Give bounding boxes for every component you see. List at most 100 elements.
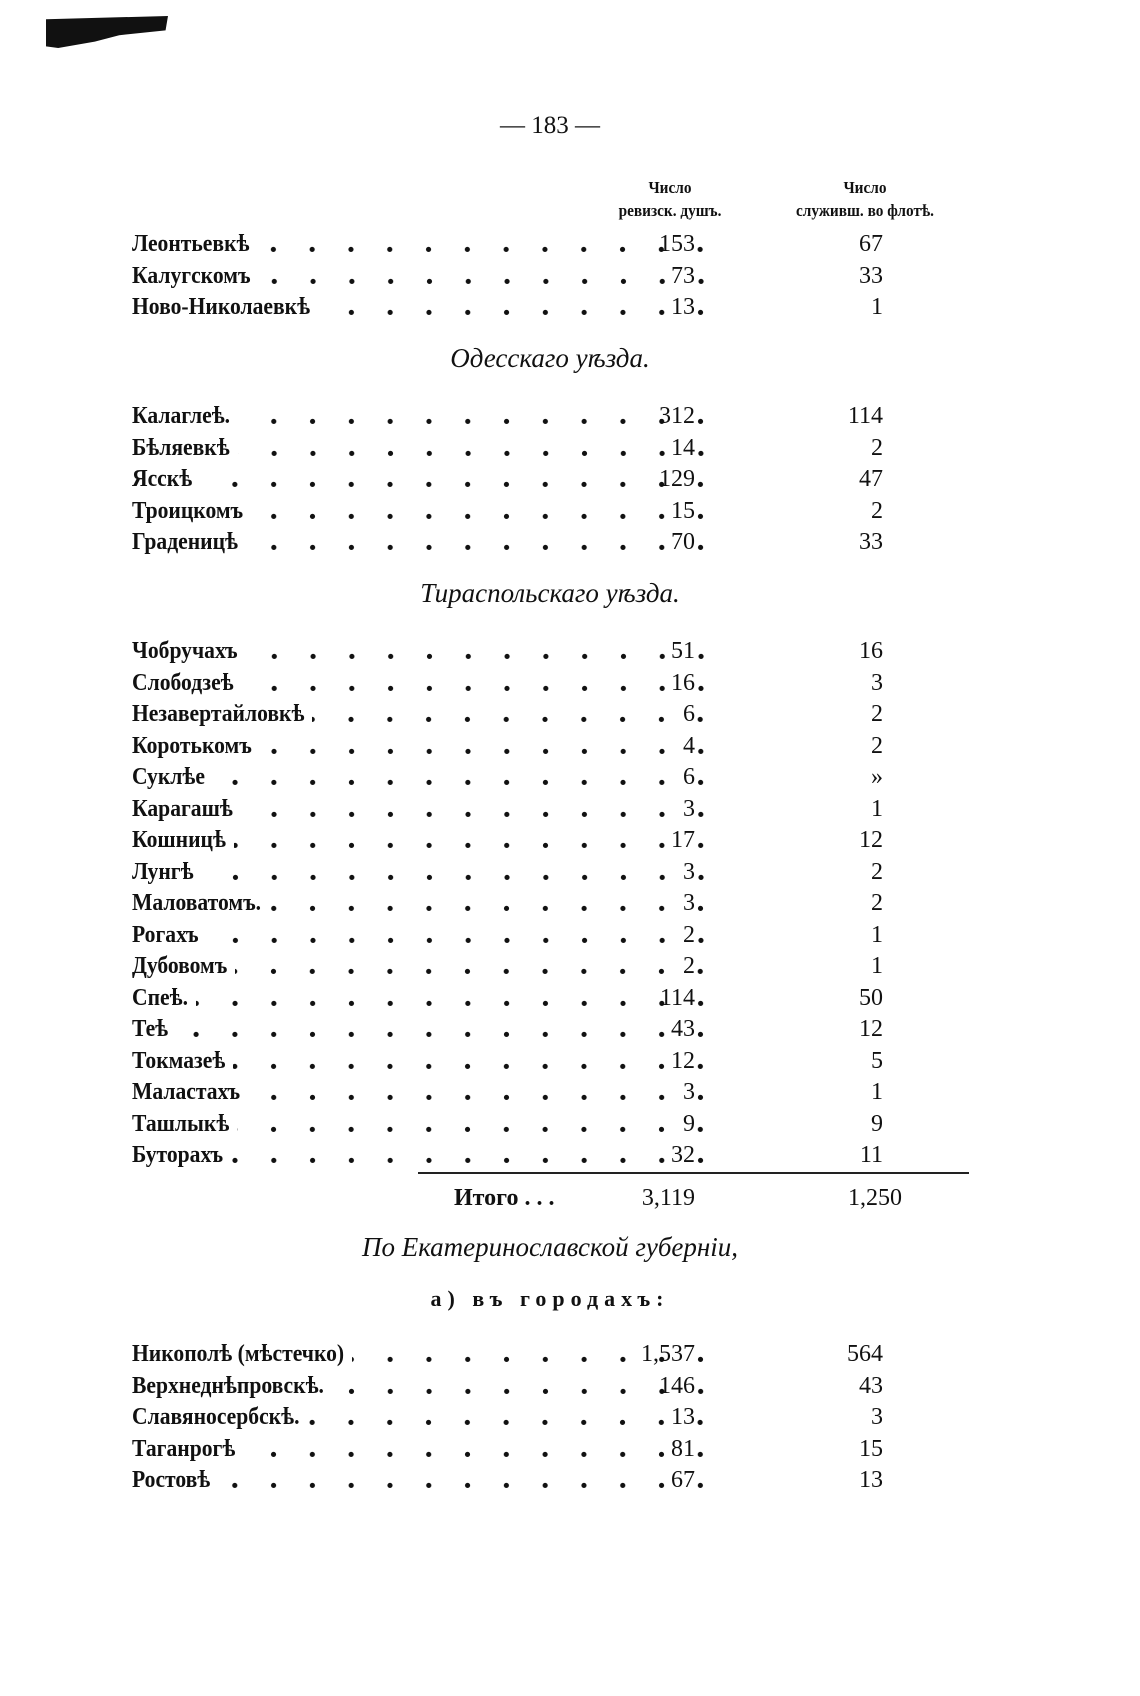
navy-value: 1 <box>871 953 883 979</box>
place-name: Троицкомъ <box>132 497 244 524</box>
place-name: Дубовомъ <box>132 953 228 979</box>
souls-value: 3 <box>683 795 695 822</box>
dot-leader <box>240 793 720 824</box>
dot-leader <box>237 432 720 463</box>
souls-value: 6 <box>683 764 695 790</box>
table-row: Незавертайловкѣ 6 2 <box>132 699 892 729</box>
dot-leader <box>248 1077 720 1107</box>
place-name: Маловатомъ. <box>132 890 262 916</box>
navy-value: 2 <box>871 732 883 759</box>
navy-value: 1 <box>871 921 883 948</box>
place-name: Славяносербскѣ. <box>132 1404 300 1430</box>
place-name: Теѣ <box>132 1016 169 1042</box>
navy-value: 33 <box>859 529 883 555</box>
table-row: Таганрогѣ 81 15 <box>132 1433 892 1464</box>
navy-value: 67 <box>859 231 883 257</box>
navy-value: » <box>871 764 883 790</box>
place-name: Верхнеднѣпровскѣ. <box>132 1372 324 1399</box>
place-name: Маластахъ <box>132 1079 241 1105</box>
place-name: Ташлыкѣ <box>132 1110 230 1137</box>
souls-value: 1,537 <box>641 1341 695 1367</box>
souls-value: 2 <box>683 921 695 948</box>
dot-leader <box>237 1108 720 1139</box>
souls-value: 3 <box>683 1079 695 1105</box>
place-name: Рогахъ <box>132 921 199 948</box>
place-name: Незавертайловкѣ <box>132 701 305 727</box>
dot-leader <box>235 951 720 981</box>
dot-leader <box>176 1014 720 1044</box>
navy-value: 16 <box>859 638 883 664</box>
total-row: Итого . . . 3,119 1,250 <box>132 1183 902 1213</box>
navy-value: 13 <box>859 1467 883 1493</box>
page-number: — 183 — <box>500 112 600 139</box>
souls-value: 17 <box>671 827 695 853</box>
table-row: Карагашѣ 3 1 <box>132 793 892 824</box>
dot-leader <box>206 919 720 950</box>
navy-value: 47 <box>859 466 883 492</box>
scan-smudge <box>46 16 168 48</box>
table-row: Ясскѣ 129 47 <box>132 464 892 494</box>
dot-leader <box>352 1339 720 1369</box>
navy-value: 12 <box>859 1016 883 1042</box>
place-name: Карагашѣ <box>132 795 233 822</box>
navy-value: 2 <box>871 858 883 885</box>
total-navy: 1,250 <box>848 1185 902 1211</box>
dot-leader <box>251 495 720 526</box>
souls-value: 4 <box>683 732 695 759</box>
table-row: Калаглеѣ. 312 114 <box>132 401 892 431</box>
dot-leader <box>318 292 720 322</box>
souls-value: 3 <box>683 890 695 916</box>
dot-leader <box>246 527 720 557</box>
total-rule <box>418 1172 969 1174</box>
souls-value: 312 <box>659 403 695 429</box>
dot-leader <box>259 730 720 761</box>
souls-value: 43 <box>671 1016 695 1042</box>
souls-value: 73 <box>671 262 695 289</box>
dot-leader <box>212 762 720 792</box>
place-name: Суклѣе <box>132 764 205 790</box>
navy-value: 50 <box>859 984 883 1011</box>
navy-value: 1 <box>871 294 883 320</box>
navy-value: 43 <box>859 1372 883 1399</box>
table-row: Ростовѣ 67 13 <box>132 1465 892 1495</box>
column-header-navy-line2: служивш. во флотѣ. <box>796 201 934 220</box>
navy-value: 1 <box>871 1079 883 1105</box>
table-row: Лунгѣ 3 2 <box>132 856 892 887</box>
table-row: Маластахъ 3 1 <box>132 1077 892 1107</box>
cities-subheading: а) въ городахъ: <box>430 1286 670 1311</box>
navy-value: 1 <box>871 795 883 822</box>
table-row: Спеѣ. 114 50 <box>132 982 892 1013</box>
table-row: Суклѣе 6 » <box>132 762 892 792</box>
table-row: Дубовомъ 2 1 <box>132 951 892 981</box>
table-row: Граденицѣ 70 33 <box>132 527 892 557</box>
navy-value: 2 <box>871 701 883 727</box>
dot-leader <box>238 401 720 431</box>
navy-value: 3 <box>871 1404 883 1430</box>
dot-leader <box>218 1465 720 1495</box>
navy-value: 2 <box>871 434 883 461</box>
place-name: Коротькомъ <box>132 732 252 759</box>
place-name: Чобручахъ <box>132 638 238 664</box>
navy-value: 11 <box>859 1142 883 1168</box>
navy-value: 114 <box>847 403 883 429</box>
souls-value: 9 <box>683 1110 695 1137</box>
table-row: Теѣ 43 12 <box>132 1014 892 1044</box>
navy-value: 2 <box>871 497 883 524</box>
souls-value: 114 <box>659 984 695 1011</box>
dot-leader <box>200 464 720 494</box>
table-row: Ново-Николаевкѣ 13 1 <box>132 292 892 322</box>
table-row: Славяносербскѣ. 13 3 <box>132 1402 892 1432</box>
dot-leader <box>307 1402 720 1432</box>
place-name: Ново-Николаевкѣ <box>132 294 311 320</box>
table-row: Маловатомъ. 3 2 <box>132 888 892 918</box>
dot-leader <box>245 636 720 666</box>
navy-value: 33 <box>859 262 883 289</box>
place-name: Ясскѣ <box>132 466 193 492</box>
dot-leader <box>201 856 720 887</box>
souls-value: 153 <box>659 231 695 257</box>
table-row: Никополѣ (мѣстечко) 1,537 564 <box>132 1339 892 1369</box>
navy-value: 5 <box>871 1047 883 1074</box>
navy-value: 9 <box>871 1110 883 1137</box>
place-name: Граденицѣ <box>132 529 239 555</box>
souls-value: 70 <box>671 529 695 555</box>
